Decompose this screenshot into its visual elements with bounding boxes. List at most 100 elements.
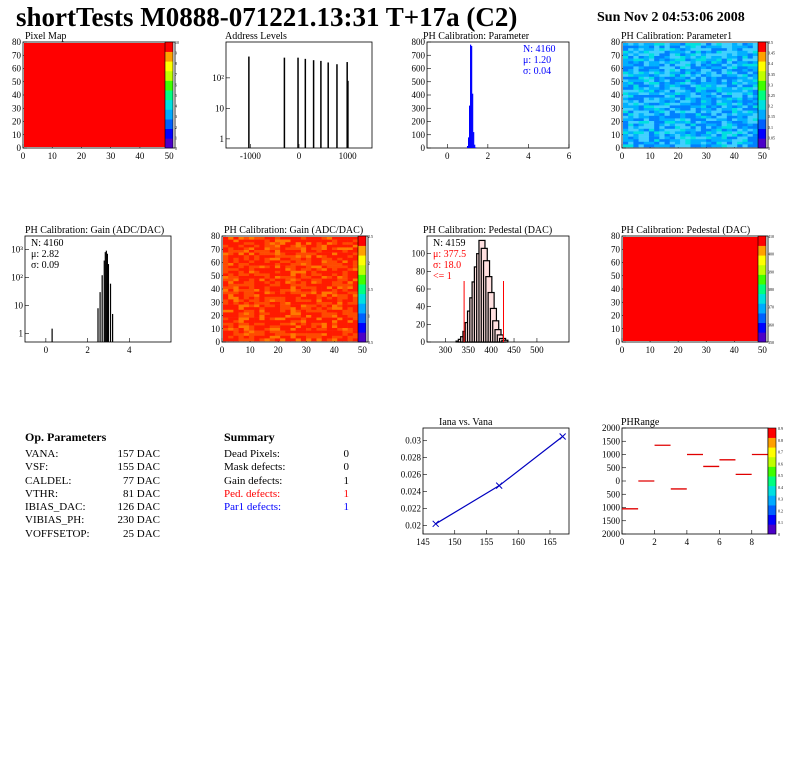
heatmap-cell	[628, 136, 634, 140]
heatmap-cell	[643, 128, 650, 132]
heatmap-cell	[711, 141, 717, 145]
heatmap-cell	[337, 255, 343, 259]
heatmap-cell	[285, 289, 291, 292]
heatmap-cell	[248, 270, 255, 274]
heatmap-cell	[623, 82, 629, 85]
heatmap-cell	[680, 123, 686, 127]
heatmap-cell	[726, 123, 733, 127]
heatmap-cell	[623, 74, 629, 78]
x-tick-label: 4	[685, 537, 690, 547]
colorbar-swatch	[758, 51, 766, 62]
row-label: Mask defects:	[224, 461, 286, 474]
heatmap-cell	[238, 281, 245, 285]
heatmap-cell	[695, 84, 702, 88]
heatmap-cell	[321, 320, 328, 324]
colorbar-swatch	[358, 245, 366, 256]
heatmap-cell	[648, 76, 655, 80]
heatmap-cell	[706, 128, 712, 132]
heatmap-cell	[737, 76, 743, 80]
heatmap-cell	[711, 97, 717, 101]
heatmap-cell	[342, 333, 348, 337]
heatmap-cell	[716, 79, 722, 83]
heatmap-cell	[737, 95, 743, 98]
heatmap-cell	[732, 105, 738, 109]
heatmap-cell	[269, 317, 276, 321]
y-tick-label: 0	[616, 337, 621, 347]
heatmap-cell	[254, 317, 260, 321]
heatmap-cell	[248, 257, 255, 261]
heatmap-cell	[295, 328, 302, 331]
heatmap-cell	[332, 304, 338, 308]
heatmap-cell	[321, 338, 328, 342]
heatmap-cell	[721, 100, 728, 104]
heatmap-cell	[664, 76, 671, 80]
heatmap-cell	[280, 278, 286, 282]
heatmap-cell	[700, 48, 707, 52]
heatmap-cell	[326, 289, 333, 292]
heatmap-cell	[223, 320, 229, 324]
heatmap-cell	[711, 69, 717, 72]
heatmap-cell	[316, 294, 322, 298]
heatmap-cell	[737, 131, 743, 135]
heatmap-cell	[306, 237, 312, 240]
heatmap-cell	[742, 48, 748, 52]
heatmap-cell	[332, 268, 338, 272]
heatmap-cell	[306, 302, 312, 305]
heatmap-cell	[628, 97, 634, 101]
heatmap-cell	[695, 69, 702, 72]
heatmap-cell	[337, 268, 343, 272]
heatmap-cell	[306, 312, 312, 316]
heatmap-cell	[752, 69, 759, 72]
heatmap-cell	[726, 97, 733, 101]
heatmap-cell	[700, 69, 707, 72]
heatmap-cell	[680, 126, 686, 130]
heatmap-cell	[648, 139, 655, 143]
heatmap-cell	[742, 126, 748, 130]
heatmap-cell	[716, 89, 722, 93]
heatmap-cell	[321, 330, 328, 334]
heatmap-cell	[680, 121, 686, 124]
heatmap-cell	[238, 242, 245, 246]
heatmap-cell	[228, 330, 234, 334]
heatmap-cell	[623, 108, 629, 111]
heatmap-cell	[228, 273, 234, 277]
heatmap-cell	[700, 118, 707, 122]
op-parameters-title: Op. Parameters	[25, 430, 107, 444]
heatmap-cell	[269, 296, 276, 300]
heatmap-cell	[248, 263, 255, 266]
heatmap-cell	[623, 71, 629, 75]
heatmap-cell	[347, 255, 354, 259]
heatmap-cell	[316, 260, 322, 264]
heatmap-cell	[306, 276, 312, 279]
heatmap-cell	[316, 268, 322, 272]
heatmap-cell	[726, 144, 733, 148]
row: VTHR: 81 DAC	[25, 488, 160, 501]
heatmap-cell	[711, 61, 717, 65]
y-tick-label: 0.026	[401, 470, 422, 480]
x-tick-label: 2	[652, 537, 657, 547]
heatmap-cell	[321, 322, 328, 326]
heatmap-cell	[238, 333, 245, 337]
heatmap-cell	[669, 128, 676, 132]
heatmap-cells	[623, 43, 759, 148]
heatmap-cell	[306, 335, 312, 339]
heatmap-cell	[628, 113, 634, 117]
heatmap-cell	[326, 317, 333, 321]
heatmap-cell	[259, 309, 265, 313]
heatmap-cell	[654, 87, 660, 91]
heatmap-cell	[721, 63, 728, 67]
heatmap-cell	[726, 50, 733, 54]
heatmap-cell	[290, 281, 296, 285]
heatmap-cell	[643, 48, 650, 52]
heatmap-cell	[223, 237, 229, 240]
colorbar-swatch	[165, 99, 173, 110]
heatmap-cell	[321, 328, 328, 331]
heatmap-cell	[352, 273, 359, 277]
y-tick-label: 80	[611, 231, 621, 241]
heatmap-cell	[747, 56, 754, 59]
heatmap-cell	[742, 139, 748, 143]
colorbar-swatch	[358, 264, 366, 275]
chart-title: PH Calibration: Gain (ADC/DAC)	[224, 225, 363, 236]
heatmap-cell	[643, 131, 650, 135]
row-value: 230 DAC	[117, 514, 160, 527]
